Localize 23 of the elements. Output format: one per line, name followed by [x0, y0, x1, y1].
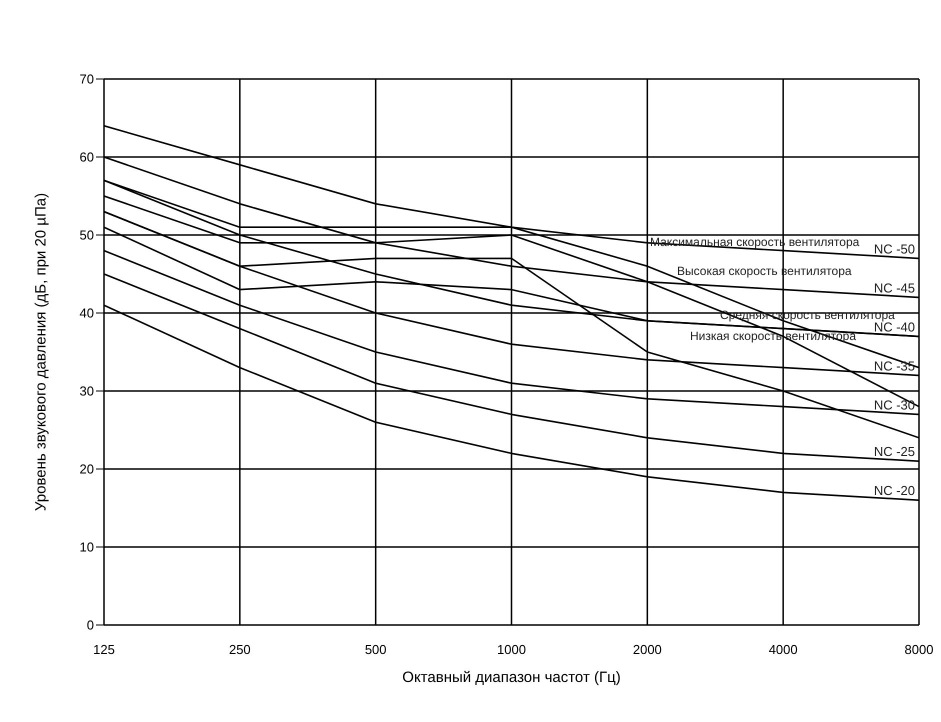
y-tick-label: 50 — [80, 228, 94, 243]
series-label: NC -35 — [874, 358, 915, 374]
y-tick-label: 70 — [80, 72, 94, 87]
x-tick-label: 500 — [364, 642, 387, 658]
x-axis-title: Октавный диапазон частот (Гц) — [402, 669, 621, 686]
x-tick-label: 250 — [228, 642, 251, 658]
y-tick-label: 0 — [86, 618, 94, 633]
series-label: NC -25 — [874, 444, 915, 460]
y-tick-label: 60 — [80, 150, 94, 165]
series-label: NC -45 — [874, 280, 915, 296]
x-tick-label: 2000 — [632, 642, 662, 658]
x-tick-label: 8000 — [904, 642, 934, 658]
series-label: NC -20 — [874, 483, 915, 498]
series-label: NC -50 — [874, 241, 915, 256]
y-tick-label: 40 — [80, 306, 94, 321]
x-tick-label: 1000 — [497, 642, 526, 658]
x-tick-label: 4000 — [768, 642, 798, 658]
y-tick-label: 10 — [80, 540, 94, 555]
y-axis-title: Уровень звукового давления (дБ, при 20 µПа) — [32, 192, 50, 512]
series-label: NC -30 — [874, 397, 915, 412]
x-tick-label: 125 — [93, 642, 115, 658]
y-tick-label: 30 — [80, 384, 94, 399]
y-tick-label: 20 — [80, 462, 94, 477]
